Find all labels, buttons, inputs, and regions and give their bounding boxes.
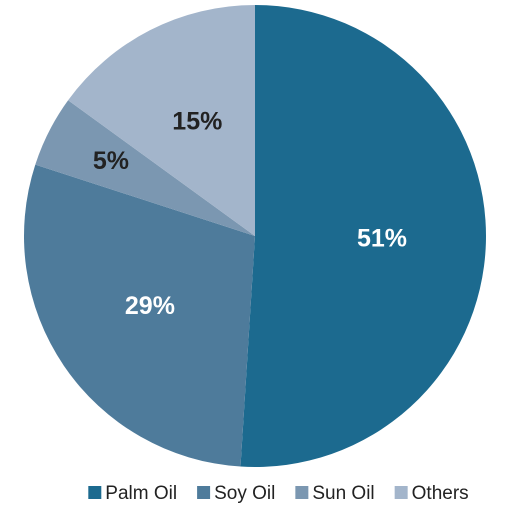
pie-slice [23, 164, 255, 467]
legend-swatch [295, 486, 309, 499]
legend-label: Sun Oil [312, 483, 374, 504]
pie-slice [240, 5, 486, 467]
legend-label: Others [412, 483, 469, 504]
legend-label: Palm Oil [105, 483, 177, 504]
slice-label: 5% [93, 147, 129, 175]
legend-label: Soy Oil [214, 483, 275, 504]
slice-label: 15% [172, 107, 222, 135]
slice-label: 29% [125, 292, 175, 320]
legend-swatch [197, 486, 211, 499]
slice-label: 51% [357, 225, 407, 253]
pie-slice [68, 5, 256, 236]
legend-swatch [88, 486, 102, 499]
legend-swatch [394, 486, 408, 499]
pie-slice [35, 100, 256, 236]
